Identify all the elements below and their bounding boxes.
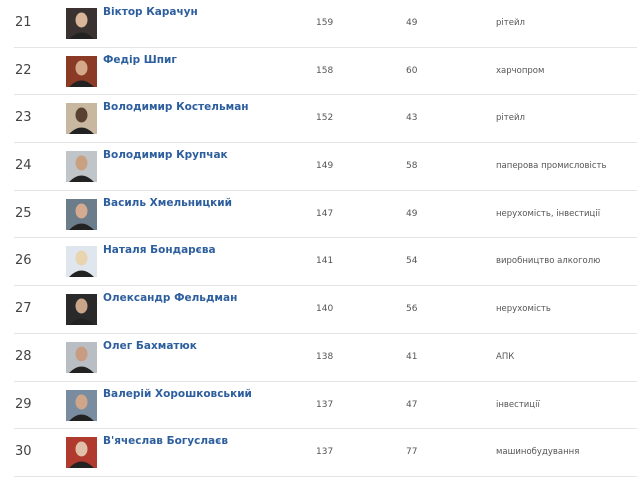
- sector: виробництво алкоголю: [496, 256, 601, 267]
- person-photo[interactable]: [66, 8, 97, 39]
- value-1: 140: [316, 304, 334, 315]
- person-name-link[interactable]: В'ячеслав Богуслаєв: [103, 435, 229, 448]
- rank: 24: [15, 158, 32, 174]
- table-row: 29 Валерій Хорошковський 137 47 інвестиц…: [14, 382, 637, 430]
- sector: харчопром: [496, 65, 545, 76]
- table-row: 27 Олександр Фельдман 140 56 нерухомість: [14, 286, 637, 334]
- rank: 22: [15, 62, 32, 78]
- sector: нерухомість, інвестиції: [496, 208, 601, 219]
- sector: АПК: [496, 351, 515, 362]
- person-photo[interactable]: [66, 389, 97, 421]
- rank: 26: [15, 253, 32, 269]
- table-row: 30 В'ячеслав Богуслаєв 137 77 машинобуду…: [14, 429, 637, 477]
- rank: 25: [15, 205, 32, 221]
- value-2: 77: [406, 447, 418, 458]
- person-name-link[interactable]: Віктор Карачун: [103, 6, 198, 18]
- person-photo[interactable]: [66, 246, 97, 278]
- person-name-link[interactable]: Федір Шпиг: [103, 53, 177, 66]
- value-2: 47: [406, 399, 418, 410]
- person-name-link[interactable]: Валерій Хорошковський: [103, 387, 252, 400]
- person-name-link[interactable]: Володимир Крупчак: [103, 149, 228, 162]
- person-photo[interactable]: [66, 103, 97, 135]
- rank: 28: [15, 348, 32, 364]
- value-2: 60: [406, 65, 418, 76]
- value-1: 138: [316, 351, 334, 362]
- value-2: 49: [406, 18, 418, 28]
- sector: рітейл: [496, 18, 525, 28]
- value-2: 56: [406, 304, 418, 315]
- table-row: 24 Володимир Крупчак 149 58 паперова про…: [14, 143, 637, 191]
- sector: рітейл: [496, 113, 525, 124]
- rank: 29: [15, 396, 32, 412]
- person-name-link[interactable]: Олег Бахматюк: [103, 339, 197, 352]
- sector: нерухомість: [496, 304, 551, 315]
- person-name-link[interactable]: Василь Хмельницкий: [103, 196, 233, 209]
- rank: 27: [15, 301, 32, 317]
- value-1: 158: [316, 65, 334, 76]
- value-2: 54: [406, 256, 418, 267]
- table-row: 25 Василь Хмельницкий 147 49 нерухомість…: [14, 191, 637, 239]
- value-1: 137: [316, 399, 334, 410]
- table-row: 22 Федір Шпиг 158 60 харчопром: [14, 48, 637, 96]
- sector: паперова промисловість: [496, 161, 607, 172]
- value-1: 152: [316, 113, 334, 124]
- table-row: 23 Володимир Костельман 152 43 рітейл: [14, 95, 637, 144]
- table-row: 21 Віктор Карачун 159 49 рітейл: [14, 0, 637, 48]
- person-name-link[interactable]: Володимир Костельман: [103, 101, 249, 114]
- person-photo[interactable]: [66, 341, 97, 373]
- person-name-link[interactable]: Наталя Бондарєва: [103, 244, 216, 257]
- rank: 21: [15, 15, 32, 30]
- value-1: 147: [316, 208, 334, 219]
- person-name-link[interactable]: Олександр Фельдман: [103, 292, 238, 305]
- sector: інвестиції: [496, 399, 540, 410]
- person-photo[interactable]: [66, 437, 97, 469]
- table-row: 28 Олег Бахматюк 138 41 АПК: [14, 334, 637, 382]
- value-2: 41: [406, 351, 418, 362]
- value-1: 159: [316, 18, 334, 28]
- rank: 23: [15, 110, 32, 126]
- value-2: 58: [406, 161, 418, 172]
- rank: 30: [15, 444, 32, 460]
- sector: машинобудування: [496, 447, 580, 458]
- person-photo[interactable]: [66, 294, 97, 326]
- value-1: 141: [316, 256, 334, 267]
- person-photo[interactable]: [66, 151, 97, 183]
- table-row: 26 Наталя Бондарєва 141 54 виробництво а…: [14, 238, 637, 287]
- person-photo[interactable]: [66, 55, 97, 87]
- value-1: 149: [316, 161, 334, 172]
- value-1: 137: [316, 447, 334, 458]
- person-photo[interactable]: [66, 198, 97, 230]
- value-2: 49: [406, 208, 418, 219]
- value-2: 43: [406, 113, 418, 124]
